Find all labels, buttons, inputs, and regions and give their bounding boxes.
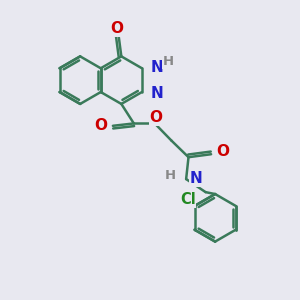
Text: O: O — [150, 110, 163, 125]
Text: O: O — [94, 118, 107, 133]
Text: N: N — [151, 86, 164, 101]
Text: H: H — [163, 55, 174, 68]
Text: N: N — [190, 171, 202, 186]
Text: H: H — [165, 169, 176, 182]
Text: O: O — [216, 144, 230, 159]
Text: Cl: Cl — [180, 193, 196, 208]
Text: N: N — [151, 60, 164, 75]
Text: O: O — [110, 21, 123, 36]
